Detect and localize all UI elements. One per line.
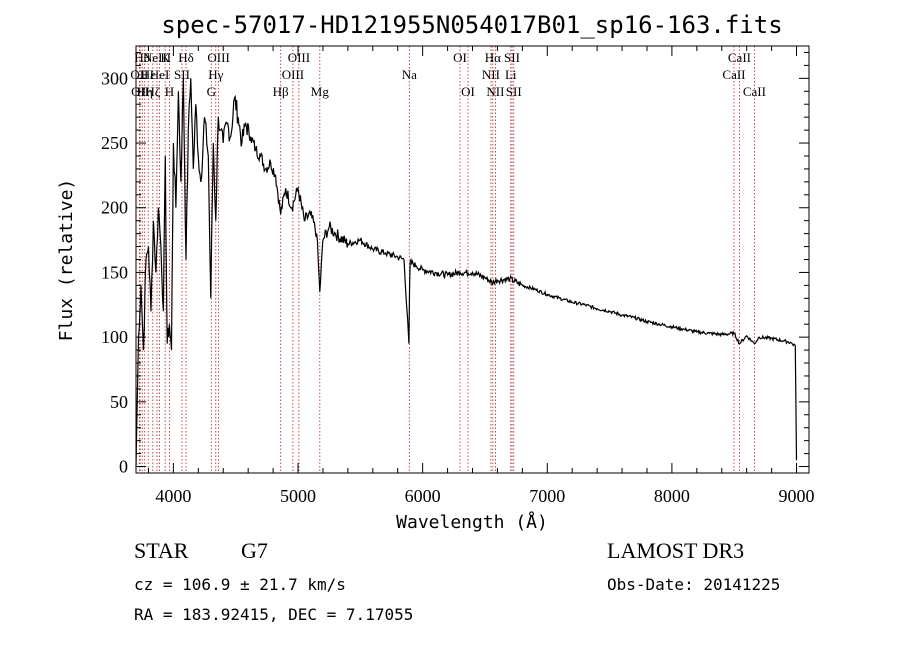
line-marker-label: OI (453, 50, 467, 65)
y-tick-label: 50 (110, 392, 128, 412)
y-tick-label: 150 (101, 262, 128, 282)
line-marker-label: CaII (722, 67, 745, 82)
line-marker-label: Hγ (208, 67, 223, 82)
line-marker-label: Hζ (145, 84, 160, 99)
x-tick-label: 4000 (155, 486, 191, 506)
x-tick-label: 6000 (405, 486, 441, 506)
x-tick-label: 9000 (779, 486, 815, 506)
line-marker-label: Hδ (178, 50, 194, 65)
line-marker-label: Hβ (273, 84, 289, 99)
line-marker-label: SII (174, 67, 190, 82)
redshift-value: cz = 106.9 ± 21.7 km/s (134, 575, 346, 594)
y-tick-label: 200 (101, 198, 128, 218)
spectral-line-labels: OIIOIIHθHηHεHζNeIIIHeIKHSIIHδGHγOIIIHβOI… (130, 50, 766, 99)
y-axis-label: Flux (relative) (56, 179, 77, 342)
line-marker-label: OIII (282, 67, 304, 82)
line-marker-label: OIII (207, 50, 229, 65)
line-marker-label: H (165, 84, 174, 99)
line-marker-label: Hθ (134, 50, 150, 65)
line-marker-label: CaII (728, 50, 751, 65)
line-marker-label: OI (461, 84, 475, 99)
spectrum-line (135, 78, 798, 467)
line-marker-label: NII (482, 67, 500, 82)
line-marker-label: Mg (311, 84, 330, 99)
y-tick-label: 0 (119, 457, 128, 477)
chart-title: spec-57017-HD121955N054017B01_sp16-163.f… (161, 11, 782, 39)
line-marker-label: NII (486, 84, 504, 99)
line-marker-label: NeIII (143, 50, 171, 65)
line-marker-label: OIII (288, 50, 310, 65)
line-marker-label: SII (506, 84, 522, 99)
x-axis-label: Wavelength (Å) (396, 511, 548, 533)
line-marker-label: Hη (137, 84, 153, 99)
y-tick-label: 300 (101, 68, 128, 88)
line-marker-label: G (207, 84, 216, 99)
y-axis-ticks: 0 50 100 150 200 250 300 (101, 51, 809, 477)
object-subclass: G7 (241, 538, 268, 563)
x-tick-label: 5000 (280, 486, 316, 506)
line-marker-label: K (160, 50, 170, 65)
object-class: STAR (134, 538, 189, 563)
x-tick-label: 7000 (529, 486, 565, 506)
x-tick-label: 8000 (654, 486, 690, 506)
line-marker-label: Hα (485, 50, 501, 65)
coordinates: RA = 183.92415, DEC = 7.17055 (134, 605, 413, 624)
line-marker-label: SII (504, 50, 520, 65)
line-marker-label: CaII (743, 84, 766, 99)
line-marker-label: Na (402, 67, 417, 82)
survey-name: LAMOST DR3 (607, 538, 744, 563)
x-axis-ticks: 4000 5000 6000 7000 8000 9000 (147, 46, 815, 506)
spectral-line-markers (138, 46, 755, 473)
y-tick-label: 250 (101, 133, 128, 153)
line-marker-label: Li (505, 67, 517, 82)
y-tick-label: 100 (101, 327, 128, 347)
line-marker-label: HeI (150, 67, 170, 82)
obs-date: Obs-Date: 20141225 (607, 575, 780, 594)
